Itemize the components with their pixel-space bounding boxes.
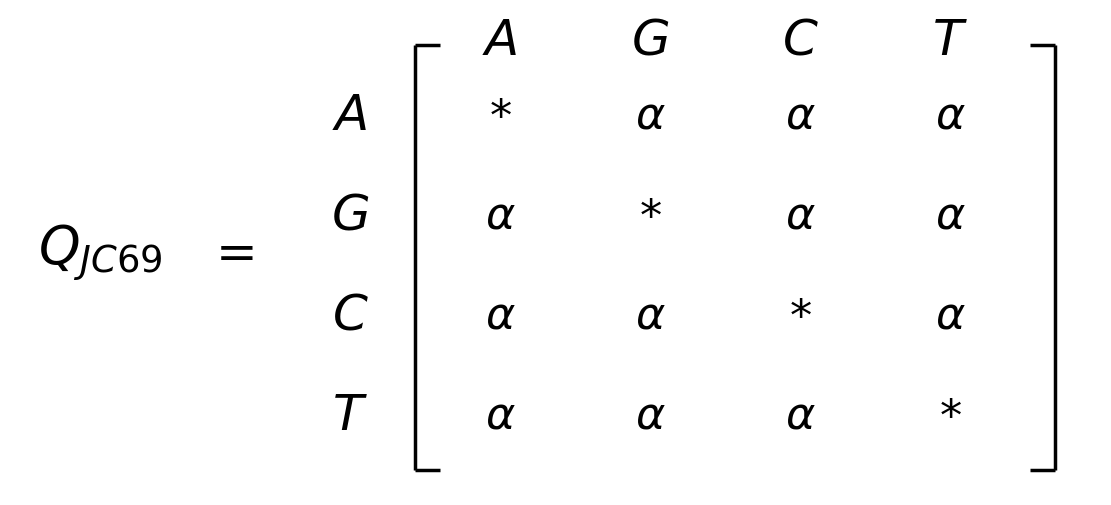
- Text: $=$: $=$: [206, 228, 254, 277]
- Text: $\alpha$: $\alpha$: [634, 393, 665, 437]
- Text: $T$: $T$: [332, 390, 368, 440]
- Text: $C$: $C$: [331, 291, 369, 340]
- Text: $\alpha$: $\alpha$: [484, 194, 516, 237]
- Text: $*$: $*$: [489, 94, 511, 137]
- Text: $A$: $A$: [482, 16, 518, 66]
- Text: $\alpha$: $\alpha$: [784, 194, 815, 237]
- Text: $\alpha$: $\alpha$: [784, 393, 815, 437]
- Text: $\alpha$: $\alpha$: [934, 94, 965, 137]
- Text: $C$: $C$: [782, 16, 819, 66]
- Text: $*$: $*$: [639, 194, 661, 237]
- Text: $\alpha$: $\alpha$: [784, 94, 815, 137]
- Text: $T$: $T$: [932, 16, 968, 66]
- Text: $*$: $*$: [789, 294, 811, 337]
- Text: $*$: $*$: [939, 393, 961, 437]
- Text: $A$: $A$: [332, 91, 368, 140]
- Text: $G$: $G$: [631, 16, 669, 66]
- Text: $\alpha$: $\alpha$: [634, 294, 665, 337]
- Text: $\alpha$: $\alpha$: [934, 194, 965, 237]
- Text: $\alpha$: $\alpha$: [634, 94, 665, 137]
- Text: $\alpha$: $\alpha$: [484, 294, 516, 337]
- Text: $Q_{JC69}$: $Q_{JC69}$: [38, 222, 162, 283]
- Text: $G$: $G$: [331, 191, 369, 240]
- Text: $\alpha$: $\alpha$: [934, 294, 965, 337]
- Text: $\alpha$: $\alpha$: [484, 393, 516, 437]
